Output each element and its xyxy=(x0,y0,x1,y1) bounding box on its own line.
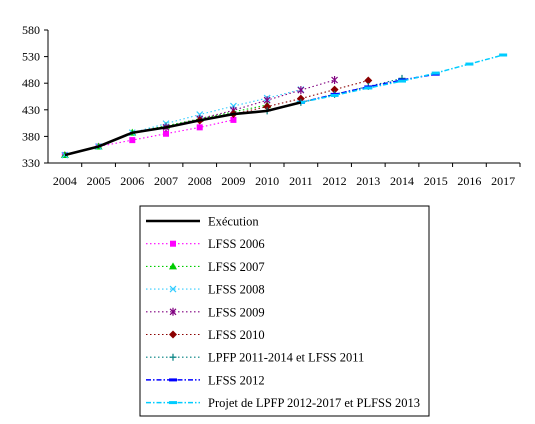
x-tick-label: 2011 xyxy=(289,174,313,188)
x-tick-label: 2006 xyxy=(120,174,144,188)
y-tick-label: 380 xyxy=(22,129,40,143)
data-point xyxy=(465,62,474,66)
legend-label: LFSS 2012 xyxy=(208,373,265,387)
legend-label: Projet de LPFP 2012-2017 et PLFSS 2013 xyxy=(208,396,420,410)
legend-item: LFSS 2006 xyxy=(146,237,265,251)
x-tick-label: 2004 xyxy=(53,174,77,188)
legend-box xyxy=(139,205,430,417)
legend-label: LFSS 2007 xyxy=(208,260,265,274)
legend: Exécution LFSS 2006 LFSS 2007 LFSS 2008 LFSS… xyxy=(139,205,430,417)
x-tick-labels: 2004 2005 2006 2007 2008 2009 2010 2011 2012 2013… xyxy=(53,163,521,188)
x-tick-label: 2017 xyxy=(491,174,515,188)
legend-label: LFSS 2009 xyxy=(208,305,265,319)
series-line xyxy=(64,101,302,157)
data-point xyxy=(170,240,176,247)
data-point xyxy=(129,137,136,144)
data-point xyxy=(169,378,177,382)
y-tick-label: 480 xyxy=(22,76,40,90)
data-point xyxy=(169,401,177,405)
x-tick-label: 2013 xyxy=(356,174,380,188)
legend-label: LFSS 2010 xyxy=(208,328,265,342)
y-tick-label: 530 xyxy=(22,50,40,64)
legend-item: LFSS 2008 xyxy=(146,283,265,297)
y-tick-labels: 330 380 430 480 530 580 xyxy=(22,23,48,170)
data-point xyxy=(230,116,237,123)
x-tick-label: 2015 xyxy=(424,174,448,188)
data-point xyxy=(169,307,177,316)
data-point xyxy=(331,76,338,85)
series-1 xyxy=(61,116,237,159)
legend-label: LPFP 2011-2014 et LFSS 2011 xyxy=(208,351,364,365)
data-point xyxy=(431,71,440,75)
data-point xyxy=(364,86,373,90)
data-point xyxy=(169,285,177,293)
legend-item: Exécution xyxy=(146,215,259,229)
legend-items: Exécution LFSS 2006 LFSS 2007 LFSS 2008 LFSS… xyxy=(146,215,420,410)
x-tick-label: 2016 xyxy=(457,174,481,188)
legend-label: Exécution xyxy=(208,215,259,229)
data-point xyxy=(398,79,406,83)
x-tick-label: 2008 xyxy=(188,174,212,188)
legend-label: LFSS 2008 xyxy=(208,283,265,297)
data-point xyxy=(499,53,508,57)
data-point xyxy=(169,353,177,361)
x-tick-label: 2007 xyxy=(154,174,178,188)
legend-item: LFSS 2010 xyxy=(146,328,265,342)
data-point xyxy=(296,94,305,103)
series-line xyxy=(165,79,335,128)
data-point xyxy=(364,76,373,85)
y-tick-label: 330 xyxy=(22,156,40,170)
x-tick-label: 2005 xyxy=(87,174,111,188)
data-point xyxy=(169,330,177,339)
y-tick-label: 580 xyxy=(22,23,40,37)
data-point xyxy=(163,130,169,137)
series-0 xyxy=(64,101,302,157)
data-point xyxy=(61,151,69,159)
data-point xyxy=(330,93,339,97)
data-point xyxy=(263,102,272,111)
y-tick-label: 430 xyxy=(22,103,40,117)
legend-item: Projet de LPFP 2012-2017 et PLFSS 2013 xyxy=(146,396,420,410)
data-point xyxy=(196,124,203,131)
x-tick-label: 2009 xyxy=(221,174,245,188)
legend-item: LPFP 2011-2014 et LFSS 2011 xyxy=(146,351,364,365)
legend-item: LFSS 2007 xyxy=(146,260,265,274)
legend-item: LFSS 2012 xyxy=(146,373,265,387)
x-tick-label: 2010 xyxy=(255,174,279,188)
data-point xyxy=(330,85,339,94)
data-point xyxy=(169,262,177,270)
legend-label: LFSS 2006 xyxy=(208,237,265,251)
data-point xyxy=(297,86,305,95)
x-tick-label: 2012 xyxy=(323,174,347,188)
x-tick-label: 2014 xyxy=(390,174,414,188)
series-group xyxy=(60,53,508,159)
legend-item: LFSS 2009 xyxy=(146,305,265,319)
